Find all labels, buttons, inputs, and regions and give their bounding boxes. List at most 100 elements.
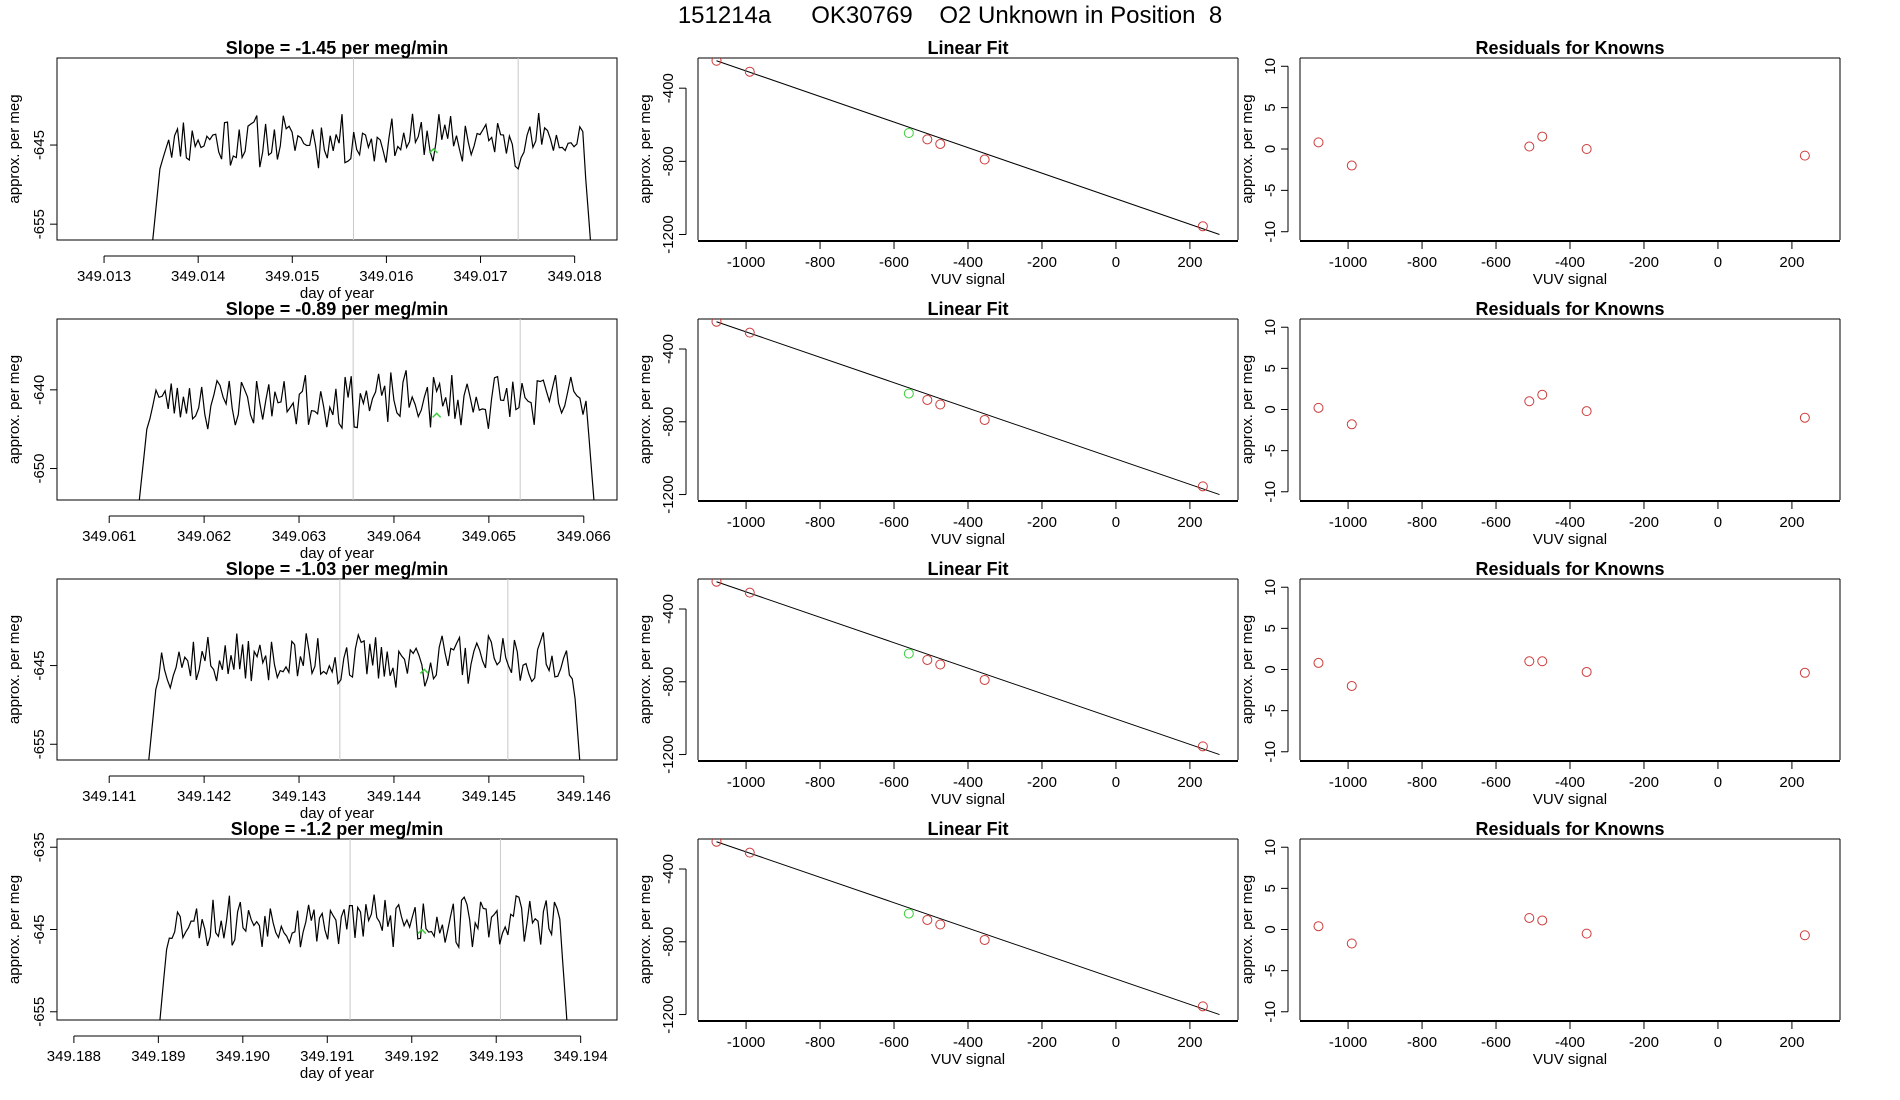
x-tick-label: 200 bbox=[1779, 514, 1804, 531]
known-point bbox=[1581, 144, 1592, 154]
y-tick-label: -400 bbox=[660, 334, 677, 364]
known-point bbox=[922, 654, 933, 665]
known-point bbox=[1537, 389, 1548, 400]
x-tick-label: -800 bbox=[1407, 254, 1437, 271]
x-tick-label: 200 bbox=[1177, 774, 1202, 791]
panel-2-1: Linear Fit -1000 -800 -600 -400 -200 0 200 VUV s… bbox=[637, 38, 1239, 288]
known-point bbox=[935, 399, 946, 410]
x-tick-label: 349.066 bbox=[557, 528, 611, 545]
x-tick-label: 200 bbox=[1177, 514, 1202, 531]
x-tick-label: 200 bbox=[1779, 1034, 1804, 1051]
x-tick-label: 349.193 bbox=[469, 1048, 523, 1065]
chart-title: Linear Fit bbox=[927, 38, 1008, 58]
known-point bbox=[711, 839, 722, 847]
known-point bbox=[711, 319, 722, 327]
x-tick-label: -800 bbox=[805, 514, 835, 531]
y-axis-label: approx. per meg bbox=[6, 875, 23, 984]
known-point bbox=[1197, 481, 1208, 492]
x-tick-label: 349.065 bbox=[462, 528, 516, 545]
x-tick-label: 0 bbox=[1112, 1034, 1120, 1051]
x-tick-label: -600 bbox=[879, 514, 909, 531]
known-point bbox=[1346, 419, 1357, 430]
x-tick-label: 0 bbox=[1714, 774, 1722, 791]
y-tick-label: -655 bbox=[31, 209, 48, 239]
known-point bbox=[1346, 160, 1357, 171]
x-tick-label: -1000 bbox=[727, 254, 765, 271]
x-axis-label: day of year bbox=[300, 545, 374, 562]
y-tick-label: -650 bbox=[31, 454, 48, 484]
x-tick-label: -400 bbox=[953, 1034, 983, 1051]
x-tick-label: -200 bbox=[1027, 254, 1057, 271]
x-axis-label: day of year bbox=[300, 805, 374, 822]
x-tick-label: -1000 bbox=[1329, 514, 1367, 531]
known-point bbox=[744, 327, 755, 338]
y-tick-label: 10 bbox=[1262, 319, 1279, 336]
x-tick-label: 0 bbox=[1714, 514, 1722, 531]
y-axis-label: approx. per meg bbox=[6, 94, 23, 203]
panel-3-1: Residuals for Knowns-1000 -800 -600 -400 -20… bbox=[1239, 38, 1841, 288]
x-tick-label: -800 bbox=[1407, 774, 1437, 791]
panel-1-1: Slope = -1.45 per meg/min 349.013 349.014 3… bbox=[6, 38, 618, 302]
fit-line bbox=[716, 841, 1220, 1016]
y-tick-label: -800 bbox=[660, 146, 677, 176]
x-tick-label: 349.064 bbox=[367, 528, 421, 545]
y-axis-label: approx. per meg bbox=[1239, 615, 1256, 724]
x-tick-label: -400 bbox=[953, 774, 983, 791]
x-tick-label: -400 bbox=[1555, 774, 1585, 791]
y-tick-label: -1200 bbox=[660, 215, 677, 253]
y-tick-label: -5 bbox=[1262, 444, 1279, 457]
known-point bbox=[744, 66, 755, 77]
plot-area bbox=[1313, 656, 1810, 691]
x-tick-label: 349.018 bbox=[548, 268, 602, 285]
data-trace-line bbox=[138, 370, 595, 500]
y-axis-label: approx. per meg bbox=[637, 615, 654, 724]
x-tick-label: 349.192 bbox=[385, 1048, 439, 1065]
x-tick-label: -600 bbox=[1481, 254, 1511, 271]
plot-area bbox=[148, 579, 581, 760]
plot-area bbox=[711, 579, 1220, 756]
y-tick-label: -400 bbox=[660, 854, 677, 884]
known-point bbox=[1799, 412, 1810, 423]
x-tick-label: -400 bbox=[1555, 254, 1585, 271]
x-tick-label: 200 bbox=[1177, 1034, 1202, 1051]
chart-title: Linear Fit bbox=[927, 559, 1008, 579]
chart-title: Residuals for Knowns bbox=[1475, 299, 1664, 319]
panel-2-4: Linear Fit -1000 -800 -600 -400 -200 0 200 VUV s… bbox=[637, 819, 1239, 1068]
y-tick-label: -800 bbox=[660, 667, 677, 697]
y-axis-label: approx. per meg bbox=[637, 355, 654, 464]
plot-frame bbox=[56, 57, 618, 241]
known-point bbox=[1799, 667, 1810, 678]
panel-3-4: Residuals for Knowns-1000 -800 -600 -400 -20… bbox=[1239, 819, 1841, 1068]
x-tick-label: -1000 bbox=[1329, 1034, 1367, 1051]
y-tick-label: 10 bbox=[1262, 839, 1279, 856]
x-tick-label: -1000 bbox=[727, 774, 765, 791]
x-tick-label: 200 bbox=[1779, 254, 1804, 271]
x-tick-label: 0 bbox=[1112, 774, 1120, 791]
known-point bbox=[1313, 657, 1324, 668]
x-tick-label: -800 bbox=[805, 774, 835, 791]
data-trace-line bbox=[159, 894, 568, 1020]
known-point bbox=[935, 919, 946, 930]
y-tick-label: 5 bbox=[1262, 884, 1279, 892]
plot-area bbox=[1313, 389, 1810, 430]
x-axis-label: VUV signal bbox=[1533, 791, 1607, 808]
x-tick-label: -600 bbox=[1481, 514, 1511, 531]
y-axis-label: approx. per meg bbox=[1239, 355, 1256, 464]
x-tick-label: -1000 bbox=[1329, 254, 1367, 271]
y-axis-label: approx. per meg bbox=[637, 94, 654, 203]
x-tick-label: 349.061 bbox=[82, 528, 136, 545]
x-tick-label: -800 bbox=[1407, 514, 1437, 531]
known-point bbox=[1313, 137, 1324, 148]
known-point bbox=[744, 587, 755, 598]
x-tick-label: -800 bbox=[1407, 1034, 1437, 1051]
panel-1-2: Slope = -0.89 per meg/min 349.061 349.062 3… bbox=[6, 299, 618, 562]
plot-area bbox=[138, 319, 595, 500]
panel-1-4: Slope = -1.2 per meg/min 349.188 349.189 34… bbox=[6, 819, 618, 1082]
panel-2-3: Linear Fit -1000 -800 -600 -400 -200 0 200 VUV s… bbox=[637, 559, 1239, 808]
x-tick-label: 349.014 bbox=[171, 268, 225, 285]
y-tick-label: -400 bbox=[660, 594, 677, 624]
known-point bbox=[979, 674, 990, 685]
known-point bbox=[935, 138, 946, 149]
known-point bbox=[1537, 656, 1548, 667]
